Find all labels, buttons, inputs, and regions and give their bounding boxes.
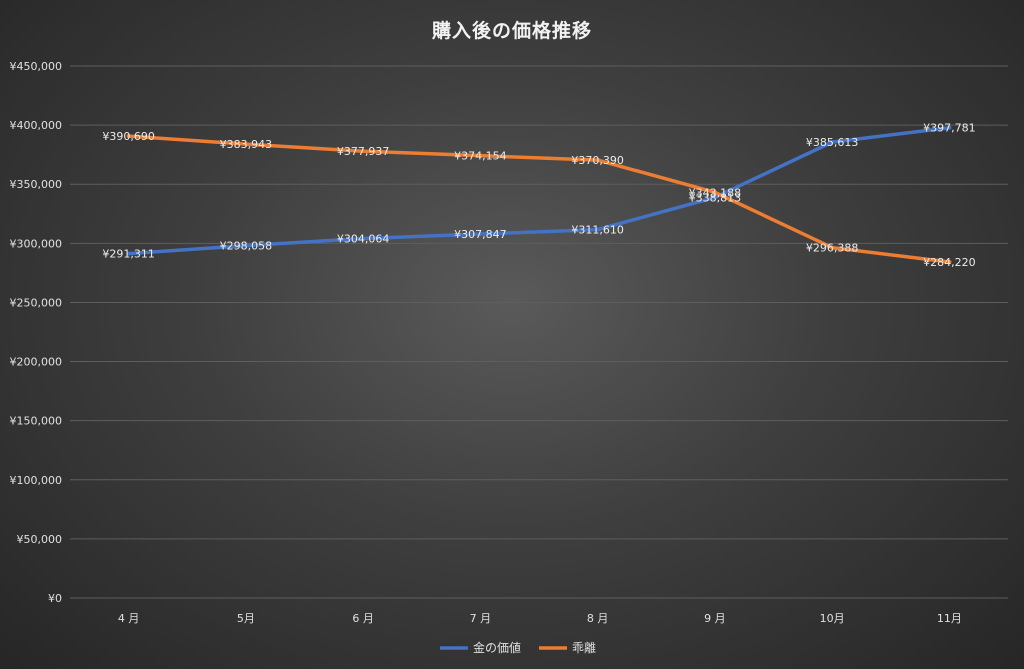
data-label: ¥298,058 [220,240,273,253]
data-point [712,190,717,195]
data-point [478,232,483,237]
data-labels: ¥291,311 ¥298,058 ¥304,064 ¥307,847 ¥311,610… [102,122,975,269]
y-tick-label: ¥250,000 [10,296,63,309]
data-label: ¥296,388 [806,242,859,255]
data-point [830,245,835,250]
series-lines [126,125,952,264]
data-point [947,125,952,130]
data-label: ¥338,813 [689,191,742,204]
data-label: ¥284,220 [923,256,976,269]
legend-label: 金の価値 [473,640,521,655]
x-axis: 4 月 5月 6 月 7 月 8 月 9 月 10月 11月 [118,612,962,625]
y-tick-label: ¥50,000 [17,533,63,546]
y-axis: ¥0 ¥50,000 ¥100,000 ¥150,000 ¥200,000 ¥250,00… [10,60,63,605]
gridlines [70,65,1008,599]
data-label: ¥377,937 [337,145,390,158]
data-label: ¥343,188 [689,186,742,199]
data-point [243,142,248,147]
data-point [361,149,366,154]
data-label: ¥311,610 [571,224,624,237]
series-line-1 [126,134,952,264]
data-point [478,153,483,158]
x-tick-label: 4 月 [118,612,140,625]
y-tick-label: ¥350,000 [10,178,63,191]
x-tick-label: 8 月 [587,612,609,625]
data-point [595,158,600,163]
x-tick-label: 9 月 [704,612,726,625]
data-point [361,236,366,241]
series-line-0 [126,125,952,256]
data-label: ¥304,064 [337,233,390,246]
y-tick-label: ¥300,000 [10,237,63,250]
data-label: ¥397,781 [923,122,976,135]
data-label: ¥390,690 [102,130,155,143]
data-label: ¥385,613 [806,136,859,149]
x-tick-label: 6 月 [352,612,374,625]
y-tick-label: ¥100,000 [10,474,63,487]
x-tick-label: 11月 [937,612,962,625]
data-label: ¥383,943 [220,138,273,151]
data-label: ¥307,847 [454,228,507,241]
legend: 金の価値 乖離 [440,640,596,655]
data-point [595,227,600,232]
data-point [712,195,717,200]
x-tick-label: 10月 [820,612,845,625]
chart-title: 購入後の価格推移 [431,20,592,42]
x-tick-label: 7 月 [470,612,492,625]
data-point [126,251,131,256]
y-tick-label: ¥150,000 [10,415,63,428]
y-tick-label: ¥400,000 [10,119,63,132]
legend-label: 乖離 [572,641,596,655]
data-label: ¥291,311 [102,248,155,261]
y-tick-label: ¥200,000 [10,356,63,369]
data-point [243,243,248,248]
data-label: ¥370,390 [571,154,624,167]
data-point [947,259,952,264]
data-point [830,140,835,145]
y-tick-label: ¥0 [48,592,62,605]
x-tick-label: 5月 [237,612,255,625]
y-tick-label: ¥450,000 [10,60,63,73]
data-label: ¥374,154 [454,150,507,163]
data-point [126,134,131,139]
